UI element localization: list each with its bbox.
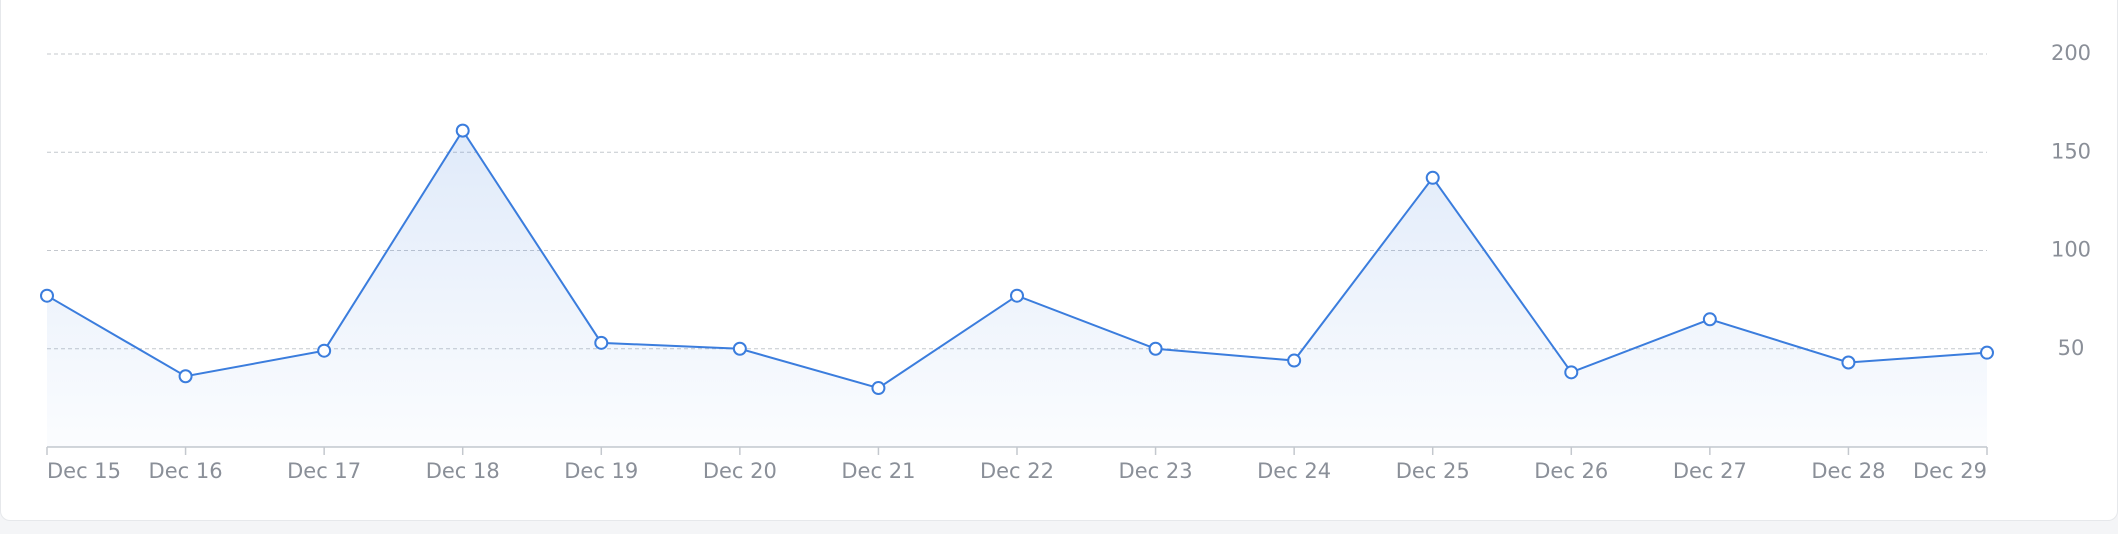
y-tick-label: 150 [2051,139,2091,163]
point [1564,365,1579,380]
x-tick-label: Dec 15 [47,459,121,483]
x-tick-label: Dec 18 [426,459,500,483]
x-tick-label: Dec 17 [287,459,361,483]
point [594,335,609,350]
x-tick-label: Dec 16 [149,459,223,483]
y-tick-label: 50 [2058,336,2085,360]
chart-card: 50 100 150 200 Dec 15 Dec 16 Dec 17 Dec 18 Dec 1… [0,0,2118,521]
point [455,123,470,138]
x-tick-label: Dec 22 [980,459,1054,483]
point [1702,312,1717,327]
point [317,343,332,358]
point [732,341,747,356]
point [40,288,54,303]
area [47,130,1987,447]
point [178,369,193,384]
x-tick-label: Dec 24 [1257,459,1331,483]
x-tick-label: Dec 20 [703,459,777,483]
x-tick-label: Dec 19 [564,459,638,483]
x-tick-label: Dec 29 [1913,459,1987,483]
point [1841,355,1856,370]
point [871,381,886,396]
point [1148,341,1163,356]
x-tick-label: Dec 28 [1811,459,1885,483]
y-tick-label: 200 [2051,41,2091,65]
point [1287,353,1302,368]
point [1425,170,1440,185]
x-tick-label: Dec 27 [1673,459,1747,483]
y-tick-label: 100 [2051,238,2091,262]
x-tick-label: Dec 23 [1119,459,1193,483]
chart: 50 100 150 200 Dec 15 Dec 16 Dec 17 Dec 18 Dec 1… [40,41,2091,483]
x-tick-label: Dec 25 [1396,459,1470,483]
point [1980,345,1994,360]
x-tick-label: Dec 26 [1534,459,1608,483]
point [1010,288,1024,303]
x-tick-label: Dec 21 [841,459,915,483]
